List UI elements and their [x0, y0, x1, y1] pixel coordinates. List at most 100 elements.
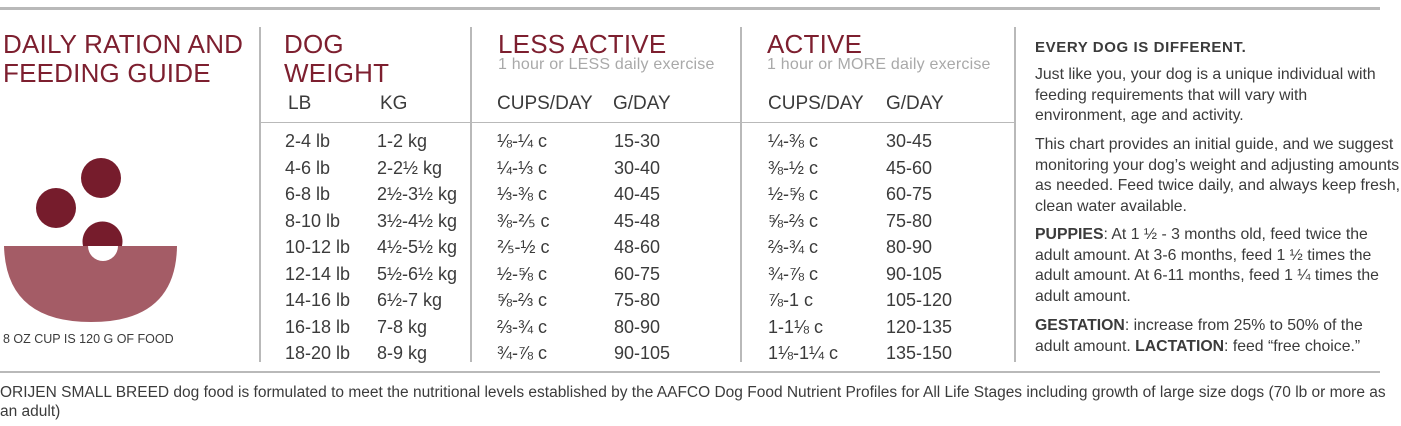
- table-cell: 90-105: [886, 263, 943, 284]
- food-bowl-icon: [4, 158, 177, 322]
- table-cell: 16-18 lb: [285, 316, 351, 337]
- table-cell: 3½-4½ kg: [377, 210, 458, 231]
- col-lb: LB: [288, 93, 312, 114]
- table-cell: 75-80: [886, 210, 933, 231]
- table-cell: 120-135: [886, 316, 953, 337]
- col-kg: KG: [380, 93, 408, 114]
- table-cell: ⅛-¼ c: [497, 131, 548, 151]
- table-cell: 30-40: [614, 157, 661, 178]
- active-subtitle: 1 hour or MORE daily exercise: [767, 56, 991, 73]
- table-cell: ⅞-1 c: [768, 290, 814, 310]
- gestation-label: GESTATION: [1035, 317, 1125, 334]
- guide-title-line2: FEEDING GUIDE: [3, 58, 211, 88]
- table-cell: 18-20 lb: [285, 343, 351, 363]
- col-cups-less: CUPS/DAY: [497, 93, 593, 114]
- notes-para1: Just like you, your dog is a unique indi…: [1035, 66, 1376, 125]
- divider-1: [259, 27, 261, 362]
- table-cell: ⅔-¾ c: [768, 237, 819, 257]
- divider-3: [740, 27, 742, 362]
- column-less-g: 15-30 30-40 40-45 45-48 48-60 60-75 75-8…: [614, 128, 670, 367]
- table-cell: 4-6 lb: [285, 157, 331, 178]
- table-cell: 135-150: [886, 343, 953, 363]
- column-less-cups: ⅛-¼ c ¼-⅓ c ⅓-⅜ c ⅜-⅖ c ⅖-½ c ½-⅝ c ⅝-⅔ …: [497, 128, 549, 367]
- table-cell: 45-60: [886, 157, 933, 178]
- table-cell: 1-1⅛ c: [768, 316, 824, 337]
- puppies-label: PUPPIES: [1035, 226, 1104, 243]
- table-cell: 6½-7 kg: [377, 290, 443, 310]
- table-cell: 8-9 kg: [377, 343, 428, 363]
- less-active-subtitle: 1 hour or LESS daily exercise: [498, 56, 715, 73]
- table-cell: 60-75: [614, 263, 661, 284]
- column-active-g: 30-45 45-60 60-75 75-80 80-90 90-105 105…: [886, 128, 952, 367]
- table-cell: ⅜-½ c: [768, 157, 819, 178]
- notes-gestation: GESTATION: increase from 25% to 50% of t…: [1035, 316, 1401, 357]
- top-rule: [0, 7, 1380, 10]
- kibble-front: [82, 221, 123, 246]
- table-cell: ¾-⅞ c: [768, 263, 819, 284]
- table-cell: 4½-5½ kg: [377, 237, 458, 257]
- weight-header-line2: WEIGHT: [284, 58, 390, 88]
- table-cell: 75-80: [614, 290, 661, 310]
- table-cell: 2-4 lb: [285, 131, 331, 151]
- table-cell: 10-12 lb: [285, 237, 351, 257]
- col-cups-active: CUPS/DAY: [768, 93, 864, 114]
- table-cell: 90-105: [614, 343, 671, 363]
- col-g-active: G/DAY: [886, 93, 944, 114]
- table-cell: 48-60: [614, 237, 661, 257]
- table-cell: ⅔-¾ c: [497, 316, 548, 337]
- table-cell: ¼-⅓ c: [497, 157, 548, 178]
- header-rule: [261, 122, 1014, 123]
- notes-heading: EVERY DOG IS DIFFERENT.: [1035, 39, 1247, 56]
- table-cell: 80-90: [614, 316, 661, 337]
- table-cell: ⅝-⅔ c: [497, 290, 548, 310]
- table-cell: 15-30: [614, 131, 661, 151]
- weight-header-line1: DOG: [284, 29, 344, 59]
- puppies-text: : At 1 ½ - 3 months old, feed twice the …: [1035, 226, 1379, 305]
- table-cell: 40-45: [614, 184, 661, 204]
- table-cell: 7-8 kg: [377, 316, 428, 337]
- table-cell: 30-45: [886, 131, 933, 151]
- table-cell: ¾-⅞ c: [497, 343, 548, 363]
- kibble-top: [81, 158, 121, 198]
- lactation-label: LACTATION: [1135, 337, 1225, 355]
- notes-para2: This chart provides an initial guide, an…: [1035, 136, 1401, 215]
- table-cell: 1-2 kg: [377, 131, 428, 151]
- table-cell: 6-8 lb: [285, 184, 331, 204]
- less-active-header: LESS ACTIVE: [498, 29, 667, 59]
- gestation-text: : increase from 25% to 50% of the adult …: [1035, 317, 1363, 355]
- table-cell: 105-120: [886, 290, 953, 310]
- table-cell: ½-⅝ c: [768, 184, 819, 204]
- bottom-rule: [0, 371, 1380, 373]
- table-cell: ½-⅝ c: [497, 263, 548, 284]
- table-cell: ⅖-½ c: [497, 237, 550, 257]
- table-cell: ⅜-⅖ c: [497, 210, 550, 231]
- table-cell: 2-2½ kg: [377, 157, 443, 178]
- col-g-less: G/DAY: [613, 93, 671, 114]
- table-cell: 12-14 lb: [285, 263, 351, 284]
- cup-caption: 8 OZ CUP IS 120 G OF FOOD: [3, 332, 174, 346]
- notes-puppies: PUPPIES: At 1 ½ - 3 months old, feed twi…: [1035, 225, 1401, 307]
- table-cell: ¼-⅜ c: [768, 131, 819, 151]
- table-cell: 1⅛-1¼ c: [768, 343, 839, 363]
- kibble-left: [36, 188, 76, 228]
- table-cell: ⅓-⅜ c: [497, 184, 548, 204]
- column-kg: 1-2 kg 2-2½ kg 2½-3½ kg 3½-4½ kg 4½-5½ k…: [377, 128, 457, 367]
- active-header: ACTIVE: [767, 29, 863, 59]
- weight-header: DOG WEIGHT: [284, 30, 389, 88]
- table-cell: 45-48: [614, 210, 661, 231]
- divider-2: [470, 27, 472, 362]
- table-cell: 8-10 lb: [285, 210, 341, 231]
- table-cell: 60-75: [886, 184, 933, 204]
- table-cell: 2½-3½ kg: [377, 184, 458, 204]
- footer-disclaimer: ORIJEN SMALL BREED dog food is formulate…: [0, 384, 1386, 420]
- column-active-cups: ¼-⅜ c ⅜-½ c ½-⅝ c ⅝-⅔ c ⅔-¾ c ¾-⅞ c ⅞-1 …: [768, 128, 838, 367]
- table-cell: 14-16 lb: [285, 290, 351, 310]
- divider-4: [1014, 27, 1016, 362]
- kibble-front-cut: [88, 246, 118, 261]
- table-cell: 80-90: [886, 237, 933, 257]
- table-cell: ⅝-⅔ c: [768, 210, 819, 231]
- lactation-text: : feed “free choice.”: [1224, 337, 1361, 355]
- guide-title: DAILY RATION AND FEEDING GUIDE: [3, 30, 243, 88]
- table-cell: 5½-6½ kg: [377, 263, 458, 284]
- column-lb: 2-4 lb 4-6 lb 6-8 lb 8-10 lb 10-12 lb 12…: [285, 128, 350, 367]
